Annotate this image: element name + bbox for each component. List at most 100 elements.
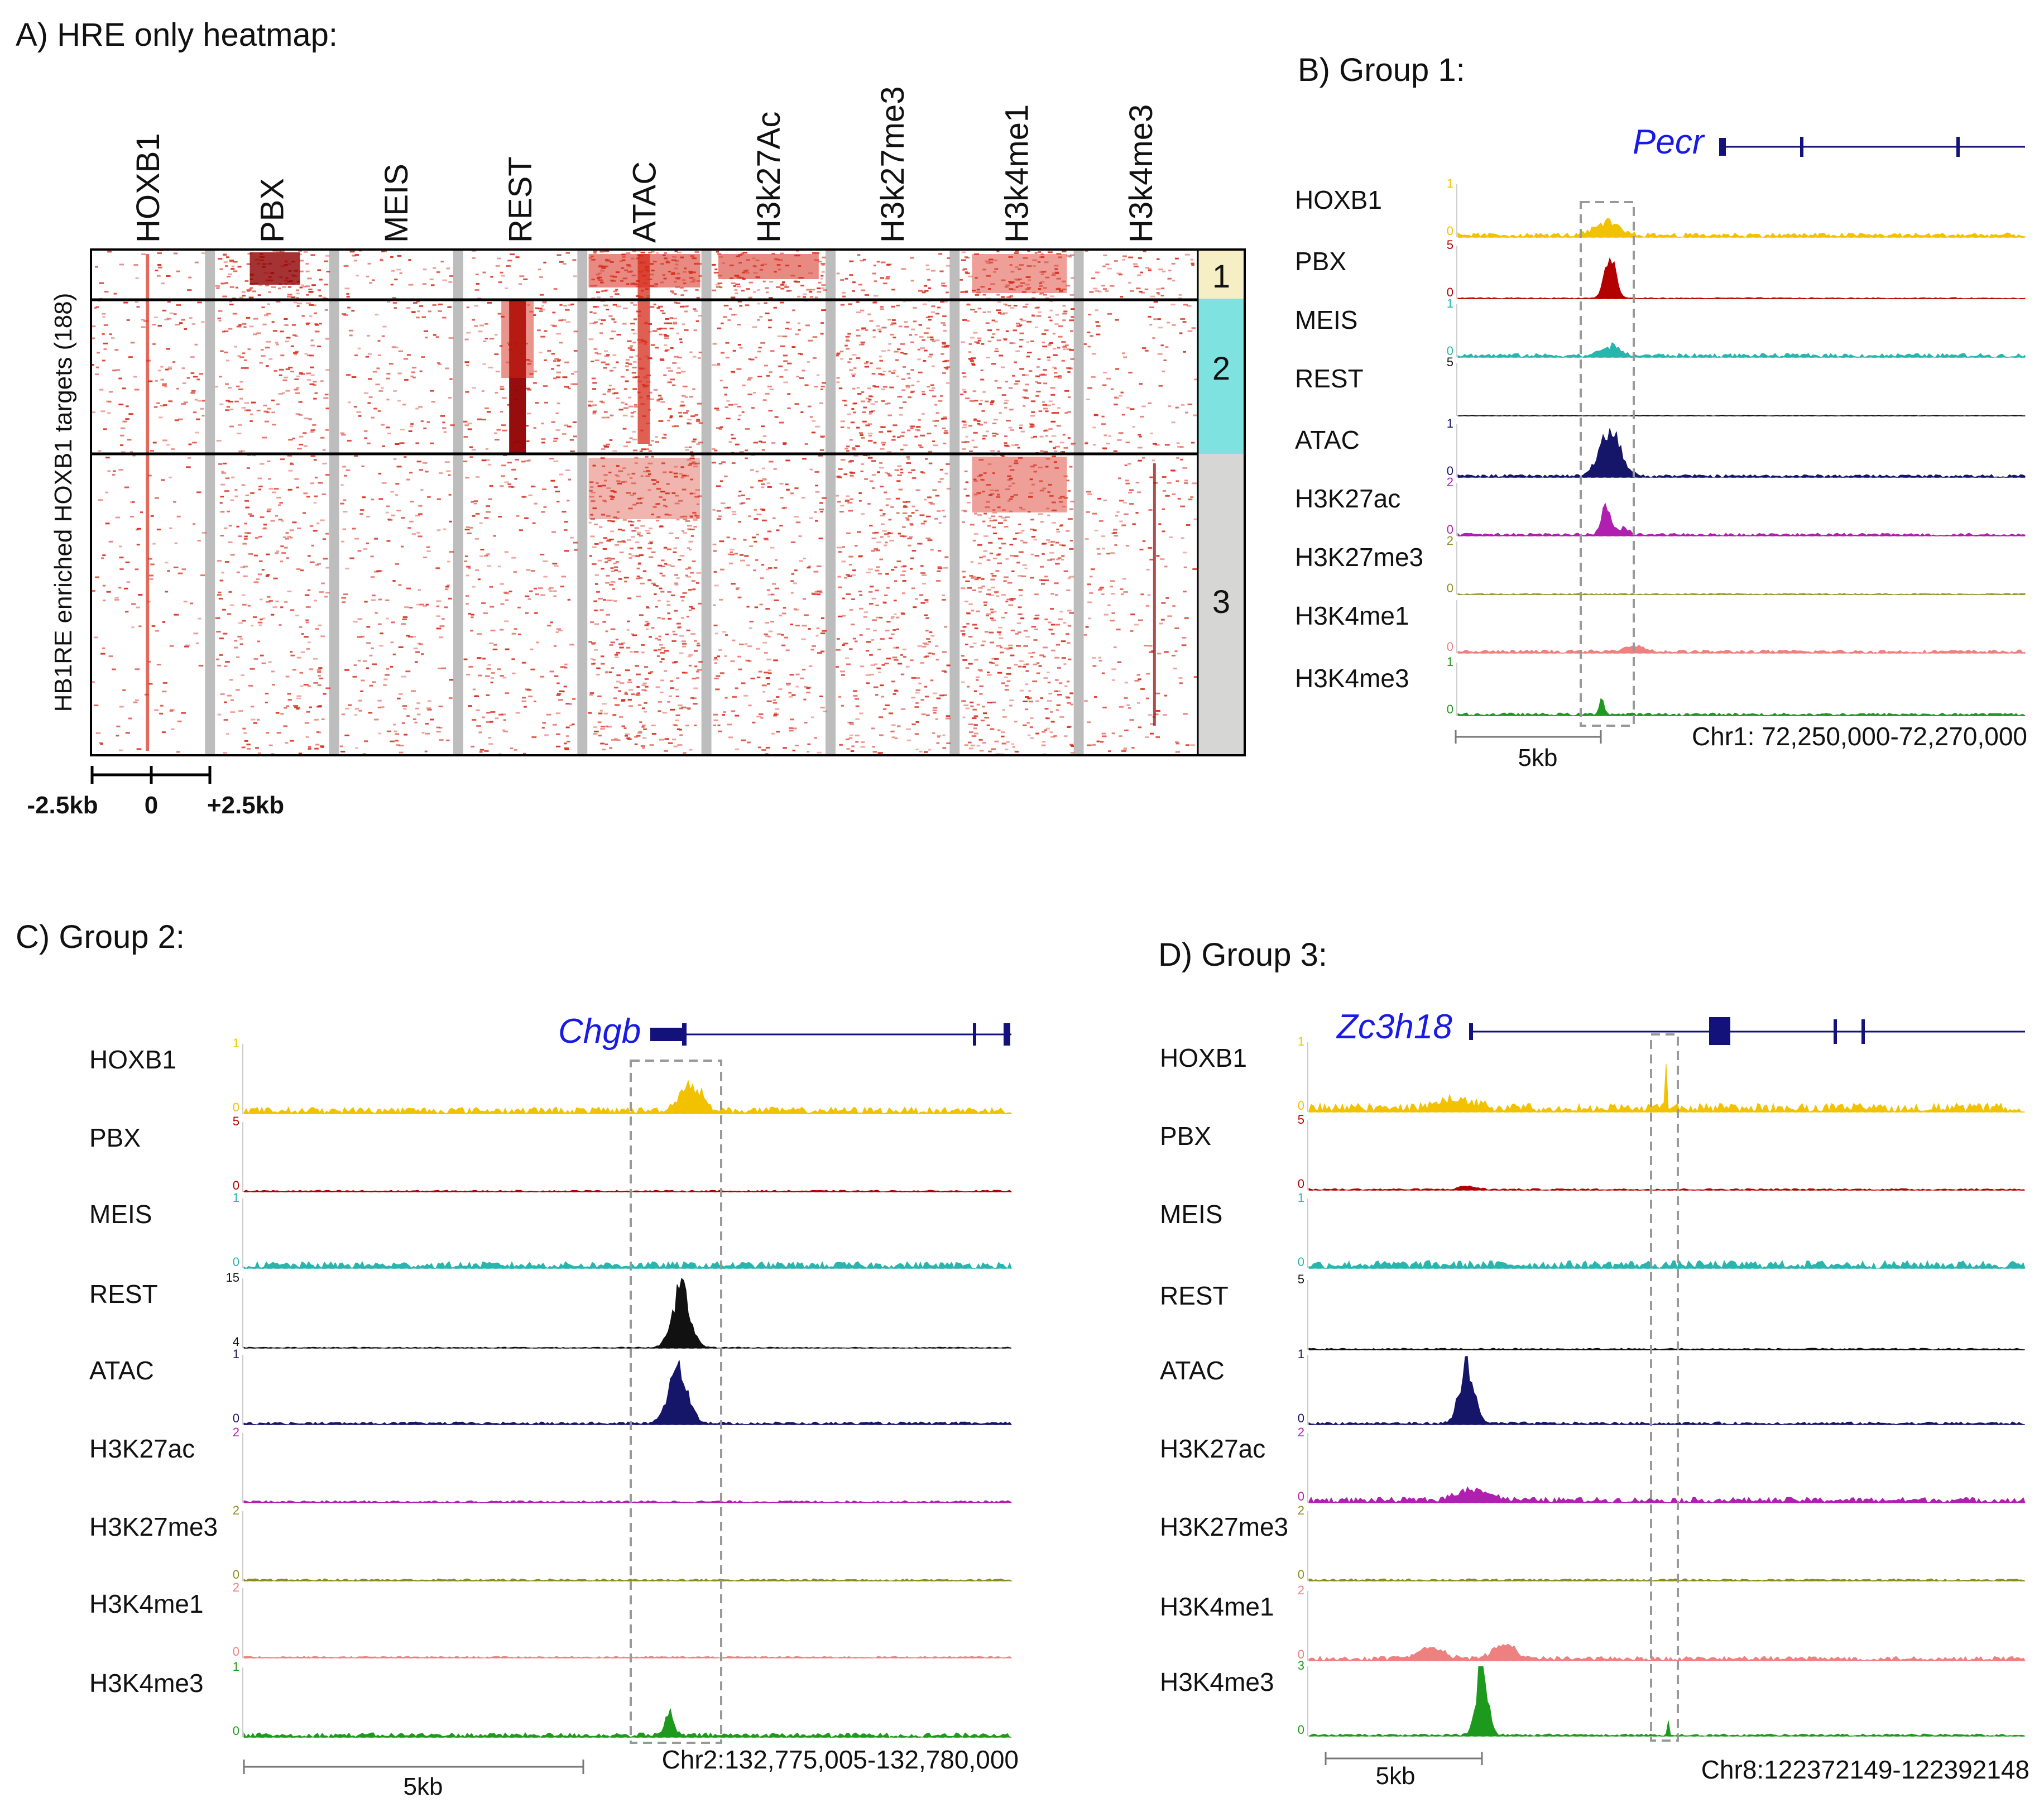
heatmap-cell <box>541 442 545 444</box>
heatmap-cell <box>997 311 1002 314</box>
heatmap-cell <box>898 533 901 535</box>
heatmap-cell <box>1055 563 1060 565</box>
heatmap-cell <box>680 596 685 598</box>
heatmap-cell <box>309 304 314 306</box>
heatmap-cell <box>841 674 845 676</box>
heatmap-cell <box>1033 663 1038 665</box>
heatmap-cell <box>893 693 896 695</box>
heatmap-cell <box>500 485 504 487</box>
heatmap-cell <box>932 653 935 655</box>
heatmap-cell <box>1114 404 1118 406</box>
heatmap-cell <box>753 291 756 293</box>
heatmap-cell <box>1023 630 1028 632</box>
heatmap-cell <box>998 632 1001 634</box>
heatmap-cell <box>1067 437 1071 439</box>
heatmap-cell <box>858 432 863 434</box>
heatmap-cell <box>474 289 479 291</box>
heatmap-cell <box>315 324 319 326</box>
heatmap-cell <box>1033 435 1037 438</box>
heatmap-cell <box>108 540 113 543</box>
heatmap-cell <box>602 485 606 487</box>
heatmap-cell <box>1015 266 1019 269</box>
heatmap-cell <box>1050 736 1055 738</box>
heatmap-cell <box>449 551 454 553</box>
heatmap-cell <box>100 743 103 745</box>
heatmap-cell <box>914 334 918 335</box>
heatmap-cell <box>281 552 286 554</box>
heatmap-cell <box>156 402 160 404</box>
heatmap-cell <box>1111 612 1115 614</box>
heatmap-cell <box>285 390 290 392</box>
heatmap-cell <box>554 565 559 567</box>
heatmap-cell <box>1167 277 1172 280</box>
heatmap-cell <box>717 363 721 365</box>
heatmap-cell <box>1186 305 1192 307</box>
heatmap-cell <box>309 354 314 357</box>
heatmap-cell <box>572 698 576 700</box>
heatmap-cell <box>310 366 314 368</box>
heatmap-cell <box>118 587 122 589</box>
heatmap-cell <box>1086 399 1091 400</box>
heatmap-cell <box>599 332 603 334</box>
heatmap-cell <box>985 260 990 262</box>
heatmap-cell <box>1015 323 1020 325</box>
heatmap-cell <box>1183 304 1188 306</box>
heatmap-cell <box>766 683 770 685</box>
heatmap-cell <box>476 282 480 285</box>
heatmap-cell <box>311 544 314 547</box>
heatmap-cell <box>607 389 612 391</box>
heatmap-cell <box>673 472 678 474</box>
heatmap-cell <box>815 491 820 493</box>
heatmap-cell <box>317 684 322 687</box>
heatmap-cell <box>626 492 631 494</box>
heatmap-cell <box>769 389 774 391</box>
heatmap-cell <box>637 704 642 706</box>
heatmap-cell <box>690 415 695 418</box>
heatmap-cell <box>365 356 370 358</box>
heatmap-cell <box>659 644 663 646</box>
heatmap-cell <box>1004 286 1009 288</box>
heatmap-cell <box>802 458 807 460</box>
heatmap-cell <box>299 260 304 262</box>
heatmap-cell <box>522 752 526 755</box>
heatmap-cell <box>354 538 359 540</box>
heatmap-cell <box>811 432 816 434</box>
heatmap-cell <box>1102 384 1107 386</box>
heatmap-cell <box>479 324 484 327</box>
heatmap-cell <box>994 380 998 382</box>
heatmap-cell <box>592 411 596 413</box>
heatmap-cell <box>784 369 788 371</box>
heatmap-cell <box>868 568 873 571</box>
heatmap-cell <box>325 255 330 257</box>
heatmap-cell <box>894 580 898 582</box>
heatmap-cell <box>973 480 978 482</box>
heatmap-cell <box>1036 315 1042 317</box>
heatmap-cell <box>590 658 593 660</box>
heatmap-cell <box>776 731 780 733</box>
heatmap-cell <box>1019 689 1024 692</box>
heatmap-cell <box>681 640 686 643</box>
heatmap-cell <box>816 565 822 567</box>
heatmap-cell <box>1005 601 1009 603</box>
heatmap-cell <box>621 401 625 404</box>
heatmap-cell <box>367 402 371 404</box>
heatmap-cell <box>1014 459 1018 462</box>
heatmap-cell <box>976 492 981 493</box>
heatmap-cell <box>837 475 841 477</box>
heatmap-cell <box>891 305 895 308</box>
heatmap-cell <box>609 583 614 586</box>
heatmap-cell <box>599 526 603 528</box>
heatmap-cell <box>1025 636 1030 638</box>
heatmap-cell <box>501 464 506 467</box>
heatmap-cell <box>1015 632 1019 635</box>
heatmap-cell <box>602 393 606 395</box>
heatmap-cell <box>1055 541 1059 544</box>
heatmap-cell <box>170 708 175 711</box>
heatmap-cell <box>366 275 370 277</box>
heatmap-cell <box>357 636 362 638</box>
heatmap-cell <box>130 342 135 344</box>
heatmap-cell <box>261 349 264 351</box>
heatmap-cell <box>1175 257 1179 260</box>
heatmap-cell <box>1160 558 1165 560</box>
heatmap-cell <box>871 460 876 462</box>
